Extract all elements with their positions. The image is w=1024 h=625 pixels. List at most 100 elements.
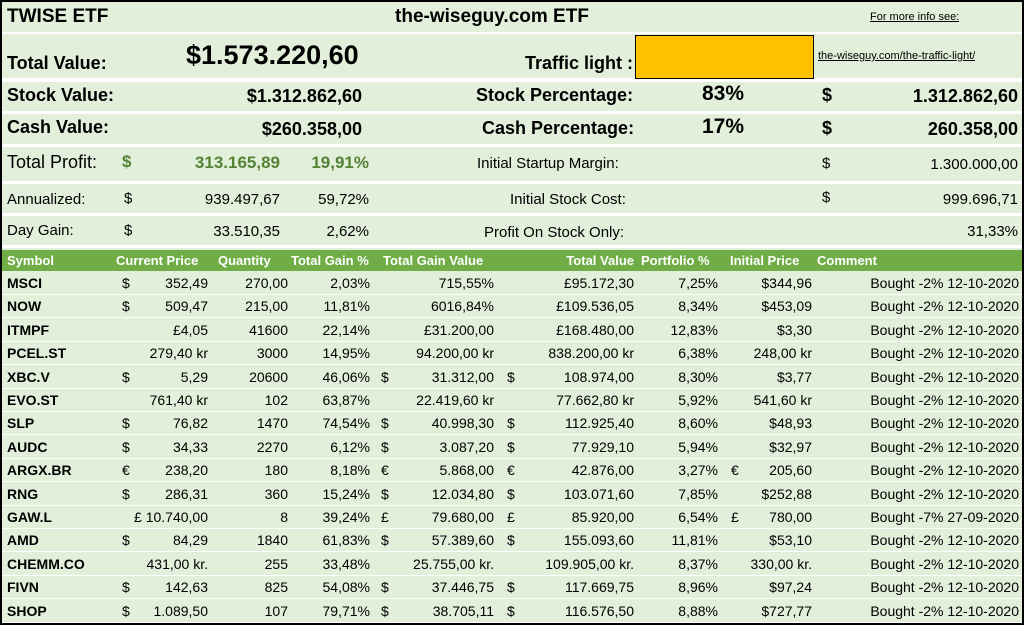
column-header-symbol[interactable]: Symbol: [7, 253, 54, 268]
initial-price-cell: $344,96: [761, 275, 812, 291]
column-header-total-gain-pct[interactable]: Total Gain %: [291, 253, 369, 268]
portfolio-pct-cell: 8,37%: [678, 555, 718, 572]
total-gain-pct-cell: 6,12%: [330, 438, 370, 455]
table-row[interactable]: ARGX.BR €238,20 180 8,18% €5.868,00 €42.876,0…: [2, 459, 1022, 483]
gain-currency-cell: $: [381, 368, 389, 385]
initial-price-cell: 330,00 kr.: [750, 555, 813, 572]
total-gain-value-cell: 94.200,00 kr: [416, 345, 494, 362]
cash-amount-currency: $: [822, 118, 833, 138]
initial-price-cell: 248,00 kr: [753, 345, 812, 362]
total-gain-value-cell: 57.389,60: [431, 532, 494, 549]
total-gain-pct-cell: 46,06%: [322, 368, 370, 385]
table-row[interactable]: NOW $509,47 215,00 11,81% 6016,84% £109.536,0…: [2, 295, 1022, 319]
total-value-label: Total Value:: [7, 53, 107, 73]
total-value: $1.573.220,60: [186, 40, 359, 70]
table-row[interactable]: EVO.ST 761,40 kr 102 63,87% 22.419,60 kr 77.6…: [2, 389, 1022, 412]
initial-price-cell: 780,00: [769, 509, 812, 525]
day-gain-value: 33.510,35: [213, 223, 280, 240]
symbol-cell: AMD: [7, 532, 39, 549]
column-header-quantity[interactable]: Quantity: [218, 253, 271, 268]
table-row[interactable]: AMD $84,29 1840 61,83% $57.389,60 $155.093,60…: [2, 529, 1022, 553]
gain-currency-cell: £: [381, 509, 389, 525]
gain-currency-cell: $: [381, 415, 389, 432]
symbol-cell: CHEMM.CO: [7, 555, 85, 572]
cash-percentage: 17%: [702, 115, 745, 138]
symbol-cell: RNG: [7, 485, 39, 502]
table-header: Symbol Current Price Quantity Total Gain…: [2, 250, 1022, 271]
column-header-total-value[interactable]: Total Value: [566, 253, 634, 268]
table-row[interactable]: AUDC $34,33 2270 6,12% $3.087,20 $77.929,10 5,…: [2, 436, 1022, 459]
column-header-total-gain-value[interactable]: Total Gain Value: [383, 253, 484, 268]
column-header-comment[interactable]: Comment: [817, 253, 877, 268]
more-info-link[interactable]: For more info see:: [870, 11, 960, 23]
table-row[interactable]: RNG $286,31 360 15,24% $12.034,80 $103.071,60…: [2, 483, 1022, 506]
day-gain-label: Day Gain:: [7, 222, 74, 239]
initial-price-cell: $32,97: [769, 438, 812, 455]
total-currency-cell: $: [507, 368, 515, 385]
total-gain-value-cell: 5.868,00: [439, 462, 495, 479]
symbol-cell: XBC.V: [7, 368, 50, 385]
annualized-currency: $: [124, 190, 133, 207]
startup-margin-currency: $: [822, 155, 831, 172]
table-row[interactable]: ITMPF £4,05 41600 22,14% £31.200,00 £168.480,…: [2, 319, 1022, 342]
divider: [2, 213, 1022, 216]
total-gain-pct-cell: 22,14%: [322, 321, 370, 338]
symbol-cell: AUDC: [7, 438, 48, 455]
table-row[interactable]: PCEL.ST 279,40 kr 3000 14,95% 94.200,00 kr 83…: [2, 342, 1022, 366]
column-header-current-price[interactable]: Current Price: [116, 253, 199, 268]
profit-stock-label: Profit On Stock Only:: [484, 224, 625, 241]
total-currency-cell: $: [507, 415, 515, 432]
initial-currency-cell: €: [731, 462, 739, 479]
column-header-initial-price[interactable]: Initial Price: [730, 253, 800, 268]
total-profit: 313.165,89: [194, 153, 280, 172]
total-gain-pct-cell: 15,24%: [322, 485, 370, 502]
quantity-cell: 8: [280, 509, 288, 525]
price-currency-cell: $: [122, 602, 130, 619]
total-gain-value-cell: 12.034,80: [431, 485, 494, 502]
symbol-cell: GAW.L: [7, 509, 53, 525]
current-price-cell: 1.089,50: [153, 602, 209, 619]
portfolio-pct-cell: 8,60%: [678, 415, 718, 432]
current-price-cell: 279,40 kr: [149, 345, 208, 362]
total-gain-pct-cell: 33,48%: [322, 555, 370, 572]
portfolio-pct-cell: 6,54%: [678, 509, 718, 525]
table-row[interactable]: GAW.L £ 10.740,00 8 39,24% £79.680,00 £85.920…: [2, 506, 1022, 529]
column-header-portfolio-pct[interactable]: Portfolio %: [641, 253, 710, 268]
quantity-cell: 1840: [256, 532, 288, 549]
comment-cell: Bought -2% 12-10-2020: [870, 579, 1019, 596]
table-row[interactable]: CHEMM.CO 431,00 kr. 255 33,48% 25.755,00 kr.…: [2, 553, 1022, 576]
symbol-cell: ARGX.BR: [7, 462, 72, 479]
initial-price-cell: $97,24: [769, 579, 812, 596]
cash-value: $260.358,00: [261, 119, 362, 139]
symbol-cell: SHOP: [7, 602, 47, 619]
table-row[interactable]: FIVN $142,63 825 54,08% $37.446,75 $117.669,7…: [2, 576, 1022, 600]
total-profit-label: Total Profit:: [7, 152, 98, 172]
current-price-cell: 761,40 kr: [149, 392, 208, 408]
total-currency-cell: $: [507, 438, 515, 455]
table-row[interactable]: XBC.V $5,29 20600 46,06% $31.312,00 $108.974,…: [2, 366, 1022, 389]
total-value-cell: 109.905,00 kr.: [545, 555, 634, 572]
symbol-cell: MSCI: [7, 275, 42, 291]
annualized-percentage: 59,72%: [318, 191, 369, 208]
total-gain-pct-cell: 79,71%: [322, 602, 370, 619]
traffic-light-link[interactable]: the-wiseguy.com/the-traffic-light/: [818, 50, 976, 62]
table-row[interactable]: SLP $76,82 1470 74,54% $40.998,30 $112.925,40…: [2, 412, 1022, 436]
price-currency-cell: $: [122, 485, 130, 502]
cash-value-label: Cash Value:: [7, 117, 110, 137]
total-value-cell: 85.920,00: [571, 509, 634, 525]
table-row[interactable]: MSCI $352,49 270,00 2,03% 715,55% £95.172,30 7…: [2, 272, 1022, 295]
quantity-cell: 107: [264, 602, 288, 619]
initial-price-cell: $3,30: [776, 321, 812, 338]
portfolio-pct-cell: 8,30%: [678, 368, 718, 385]
total-currency-cell: $: [507, 485, 515, 502]
total-currency-cell: £: [507, 509, 515, 525]
table-row[interactable]: SHOP $1.089,50 107 79,71% $38.705,11 $116.576…: [2, 600, 1022, 623]
initial-price-cell: 205,60: [769, 462, 812, 479]
quantity-cell: 825: [264, 579, 288, 596]
divider: [2, 32, 1022, 34]
comment-cell: Bought -2% 12-10-2020: [870, 298, 1019, 315]
total-gain-pct-cell: 63,87%: [322, 392, 370, 408]
stock-cost-currency: $: [822, 189, 831, 206]
symbol-cell: FIVN: [7, 579, 39, 596]
